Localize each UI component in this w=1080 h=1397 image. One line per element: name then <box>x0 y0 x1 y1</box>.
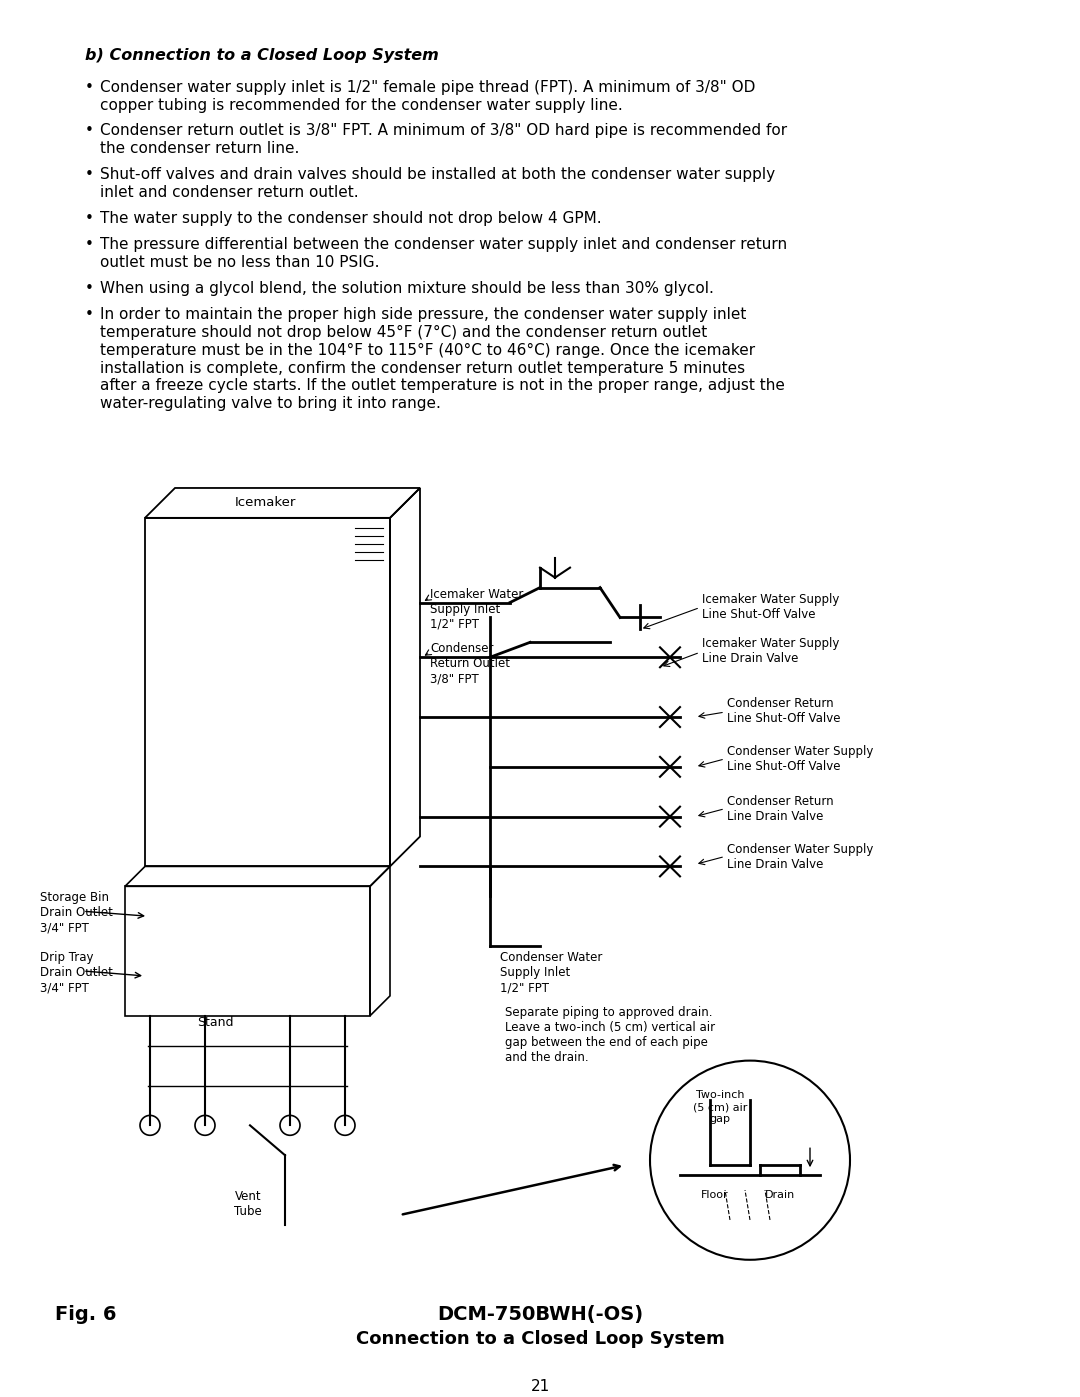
Text: Icemaker Water Supply
Line Drain Valve: Icemaker Water Supply Line Drain Valve <box>702 637 839 665</box>
Text: Separate piping to approved drain.
Leave a two-inch (5 cm) vertical air
gap betw: Separate piping to approved drain. Leave… <box>505 1006 715 1065</box>
Text: Condenser Water Supply
Line Shut-Off Valve: Condenser Water Supply Line Shut-Off Val… <box>727 745 874 773</box>
Text: When using a glycol blend, the solution mixture should be less than 30% glycol.: When using a glycol blend, the solution … <box>100 281 714 296</box>
Text: The pressure differential between the condenser water supply inlet and condenser: The pressure differential between the co… <box>100 237 787 251</box>
Text: In order to maintain the proper high side pressure, the condenser water supply i: In order to maintain the proper high sid… <box>100 307 746 321</box>
Text: Fig. 6: Fig. 6 <box>55 1305 117 1323</box>
Text: outlet must be no less than 10 PSIG.: outlet must be no less than 10 PSIG. <box>100 254 379 270</box>
Text: temperature must be in the 104°F to 115°F (40°C to 46°C) range. Once the icemake: temperature must be in the 104°F to 115°… <box>100 342 755 358</box>
Text: Icemaker Water
Supply Inlet
1/2" FPT: Icemaker Water Supply Inlet 1/2" FPT <box>430 588 524 630</box>
Text: Condenser Return
Line Drain Valve: Condenser Return Line Drain Valve <box>727 795 834 823</box>
Text: Condenser water supply inlet is 1/2" female pipe thread (FPT). A minimum of 3/8": Condenser water supply inlet is 1/2" fem… <box>100 80 755 95</box>
Text: •: • <box>85 80 94 95</box>
Text: •: • <box>85 168 94 182</box>
Text: after a freeze cycle starts. If the outlet temperature is not in the proper rang: after a freeze cycle starts. If the outl… <box>100 379 785 394</box>
Text: Condenser Water Supply
Line Drain Valve: Condenser Water Supply Line Drain Valve <box>727 842 874 870</box>
Text: temperature should not drop below 45°F (7°C) and the condenser return outlet: temperature should not drop below 45°F (… <box>100 324 707 339</box>
Text: •: • <box>85 123 94 138</box>
Text: Two-inch
(5 cm) air
gap: Two-inch (5 cm) air gap <box>692 1091 747 1123</box>
Text: Drain: Drain <box>765 1190 795 1200</box>
Text: Shut-off valves and drain valves should be installed at both the condenser water: Shut-off valves and drain valves should … <box>100 168 775 182</box>
Text: water-regulating valve to bring it into range.: water-regulating valve to bring it into … <box>100 397 441 411</box>
Text: Connection to a Closed Loop System: Connection to a Closed Loop System <box>355 1330 725 1348</box>
Text: Stand: Stand <box>197 1016 233 1028</box>
Text: •: • <box>85 281 94 296</box>
Text: DCM-750BWH(-OS): DCM-750BWH(-OS) <box>437 1305 643 1323</box>
Text: •: • <box>85 307 94 321</box>
Text: copper tubing is recommended for the condenser water supply line.: copper tubing is recommended for the con… <box>100 98 623 113</box>
Text: •: • <box>85 211 94 226</box>
Text: Condenser return outlet is 3/8" FPT. A minimum of 3/8" OD hard pipe is recommend: Condenser return outlet is 3/8" FPT. A m… <box>100 123 787 138</box>
Text: Vent
Tube: Vent Tube <box>234 1190 261 1218</box>
Text: b) Connection to a Closed Loop System: b) Connection to a Closed Loop System <box>85 47 438 63</box>
Text: Condenser Return
Line Shut-Off Valve: Condenser Return Line Shut-Off Valve <box>727 697 840 725</box>
Text: Condenser
Return Outlet
3/8" FPT: Condenser Return Outlet 3/8" FPT <box>430 643 510 686</box>
Text: inlet and condenser return outlet.: inlet and condenser return outlet. <box>100 186 359 200</box>
Text: The water supply to the condenser should not drop below 4 GPM.: The water supply to the condenser should… <box>100 211 602 226</box>
Text: Drip Tray
Drain Outlet
3/4" FPT: Drip Tray Drain Outlet 3/4" FPT <box>40 951 113 995</box>
Text: Floor: Floor <box>701 1190 729 1200</box>
Text: Condenser Water
Supply Inlet
1/2" FPT: Condenser Water Supply Inlet 1/2" FPT <box>500 951 603 995</box>
Text: the condenser return line.: the condenser return line. <box>100 141 299 156</box>
Text: Icemaker: Icemaker <box>234 496 296 509</box>
Text: installation is complete, confirm the condenser return outlet temperature 5 minu: installation is complete, confirm the co… <box>100 360 745 376</box>
Text: Icemaker Water Supply
Line Shut-Off Valve: Icemaker Water Supply Line Shut-Off Valv… <box>702 592 839 620</box>
Text: Storage Bin
Drain Outlet
3/4" FPT: Storage Bin Drain Outlet 3/4" FPT <box>40 891 113 935</box>
Text: •: • <box>85 237 94 251</box>
Text: 21: 21 <box>530 1379 550 1394</box>
